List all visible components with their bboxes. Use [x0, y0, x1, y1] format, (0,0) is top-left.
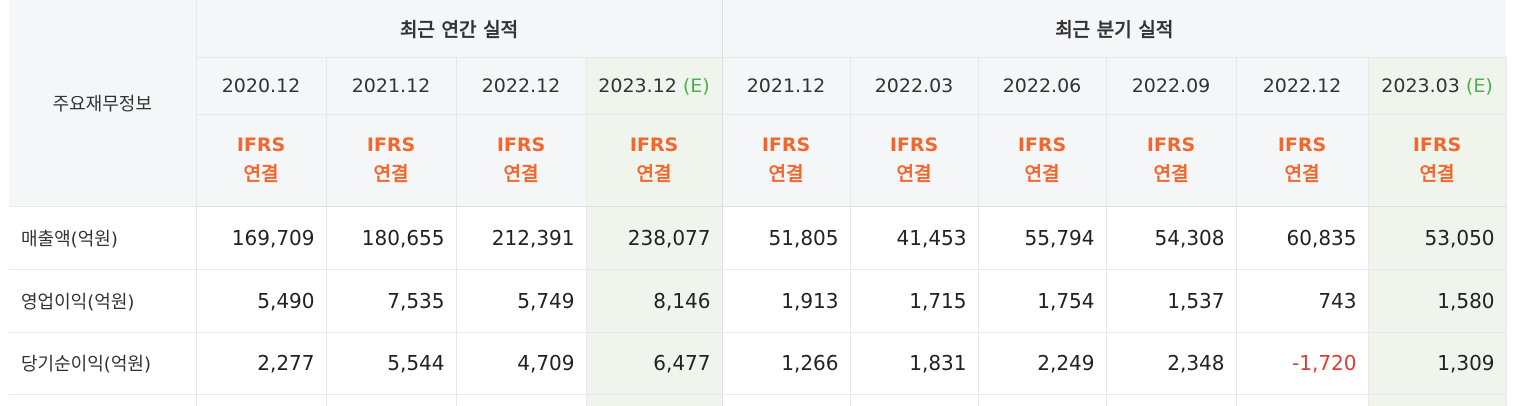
period-date: 2022.12	[1236, 57, 1369, 115]
financial-summary-table: 주요재무정보 최근 연간 실적 최근 분기 실적 2020.12 2021.12…	[9, 0, 1507, 406]
period-date-estimate: 2023.12 (E)	[586, 57, 723, 115]
value-cell: 55,794	[978, 206, 1107, 270]
value-cell: 1,580	[1368, 269, 1507, 333]
table-row-operating-profit: 영업이익(억원) 5,490 7,535 5,749 8,146 1,913 1…	[9, 269, 1507, 333]
value-cell: 5,544	[326, 332, 457, 395]
table-row-partial	[9, 394, 1507, 406]
partial-cell	[1106, 394, 1237, 406]
accounting-standard: IFRS 연결	[196, 114, 327, 207]
partial-cell	[722, 394, 851, 406]
partial-cell	[326, 394, 457, 406]
period-date: 2022.03	[850, 57, 979, 115]
value-cell: 1,266	[722, 332, 851, 395]
value-cell: 8,146	[586, 269, 723, 333]
value-cell-negative: -1,720	[1236, 332, 1369, 395]
period-date: 2022.09	[1106, 57, 1237, 115]
value-cell: 4,709	[456, 332, 587, 395]
period-date: 2020.12	[196, 57, 327, 115]
partial-cell	[1236, 394, 1369, 406]
value-cell: 6,477	[586, 332, 723, 395]
value-cell: 1,831	[850, 332, 979, 395]
period-date: 2021.12	[326, 57, 457, 115]
partial-cell	[586, 394, 723, 406]
accounting-standard: IFRS 연결	[1368, 114, 1507, 207]
value-cell: 180,655	[326, 206, 457, 270]
accounting-standard: IFRS 연결	[1106, 114, 1237, 207]
accounting-standard: IFRS 연결	[586, 114, 723, 207]
value-cell: 5,749	[456, 269, 587, 333]
estimate-mark: (E)	[1465, 74, 1493, 97]
estimate-mark: (E)	[682, 74, 710, 97]
period-date: 2022.12	[456, 57, 587, 115]
accounting-standard: IFRS 연결	[1236, 114, 1369, 207]
accounting-standard: IFRS 연결	[850, 114, 979, 207]
value-cell: 54,308	[1106, 206, 1237, 270]
value-cell: 2,277	[196, 332, 327, 395]
accounting-standard: IFRS 연결	[326, 114, 457, 207]
accounting-standard: IFRS 연결	[722, 114, 851, 207]
value-cell: 238,077	[586, 206, 723, 270]
value-cell: 7,535	[326, 269, 457, 333]
value-cell: 1,537	[1106, 269, 1237, 333]
partial-cell	[1368, 394, 1507, 406]
value-cell: 51,805	[722, 206, 851, 270]
value-cell: 1,754	[978, 269, 1107, 333]
partial-cell	[456, 394, 587, 406]
value-cell: 1,715	[850, 269, 979, 333]
partial-cell	[850, 394, 979, 406]
value-cell: 60,835	[1236, 206, 1369, 270]
accounting-standard: IFRS 연결	[456, 114, 587, 207]
table-row-revenue: 매출액(억원) 169,709 180,655 212,391 238,077 …	[9, 206, 1507, 270]
period-date: 2021.12	[722, 57, 851, 115]
annual-group-title: 최근 연간 실적	[196, 0, 723, 58]
value-cell: 1,309	[1368, 332, 1507, 395]
value-cell: 2,249	[978, 332, 1107, 395]
partial-cell	[196, 394, 327, 406]
value-cell: 5,490	[196, 269, 327, 333]
row-label: 매출액(억원)	[9, 206, 197, 270]
value-cell: 41,453	[850, 206, 979, 270]
value-cell: 743	[1236, 269, 1369, 333]
row-label: 영업이익(억원)	[9, 269, 197, 333]
value-cell: 212,391	[456, 206, 587, 270]
accounting-standard: IFRS 연결	[978, 114, 1107, 207]
period-date-estimate: 2023.03 (E)	[1368, 57, 1507, 115]
value-cell: 1,913	[722, 269, 851, 333]
value-cell: 53,050	[1368, 206, 1507, 270]
value-cell: 169,709	[196, 206, 327, 270]
quarterly-group-title: 최근 분기 실적	[722, 0, 1507, 58]
row-label: 당기순이익(억원)	[9, 332, 197, 395]
period-date: 2022.06	[978, 57, 1107, 115]
partial-cell	[978, 394, 1107, 406]
row-header-title: 주요재무정보	[9, 0, 197, 207]
table-row-net-income: 당기순이익(억원) 2,277 5,544 4,709 6,477 1,266 …	[9, 332, 1507, 395]
value-cell: 2,348	[1106, 332, 1237, 395]
partial-cell	[9, 394, 197, 406]
